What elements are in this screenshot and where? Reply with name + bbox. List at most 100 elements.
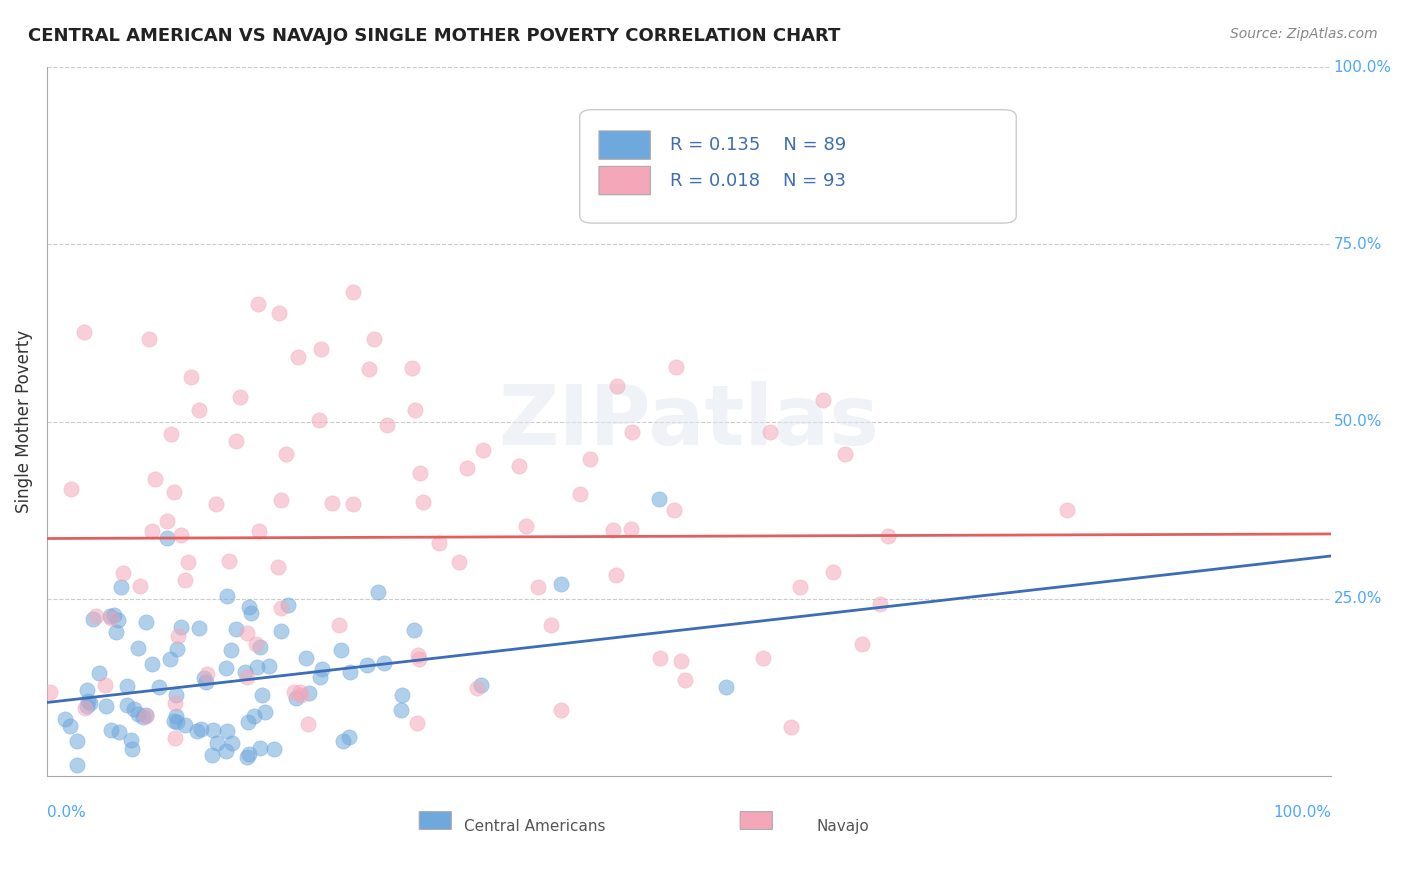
Point — [218, 554, 240, 568]
Point — [76, 683, 98, 698]
Point — [174, 718, 197, 732]
FancyBboxPatch shape — [579, 110, 1017, 223]
Point — [245, 637, 267, 651]
Point — [332, 734, 354, 748]
Text: R = 0.135    N = 89: R = 0.135 N = 89 — [669, 136, 846, 154]
Point — [100, 611, 122, 625]
Point — [834, 447, 856, 461]
Point — [236, 749, 259, 764]
Point — [249, 740, 271, 755]
Point — [193, 671, 215, 685]
Point — [308, 413, 330, 427]
Point — [412, 495, 434, 509]
Point — [132, 709, 155, 723]
Point — [339, 665, 361, 679]
Point — [165, 688, 187, 702]
Point — [550, 703, 572, 717]
Point — [215, 723, 238, 738]
Point — [100, 723, 122, 737]
Point — [290, 688, 312, 702]
Point — [569, 487, 592, 501]
Point — [406, 715, 429, 730]
Point — [470, 678, 492, 692]
Point — [141, 524, 163, 539]
Point — [550, 577, 572, 591]
FancyBboxPatch shape — [599, 131, 651, 160]
Point — [215, 744, 238, 758]
Point — [357, 362, 380, 376]
Point — [177, 555, 200, 569]
Point — [148, 681, 170, 695]
Point — [665, 359, 688, 374]
Point — [238, 714, 260, 729]
Point — [648, 651, 671, 665]
Point — [409, 466, 432, 480]
Point — [277, 598, 299, 612]
Point — [233, 665, 256, 680]
Point — [290, 685, 312, 699]
Point — [283, 684, 305, 698]
Point — [128, 578, 150, 592]
Point — [163, 714, 186, 728]
Point — [127, 640, 149, 655]
Point — [408, 652, 430, 666]
Point — [254, 705, 277, 719]
Point — [167, 629, 190, 643]
Point — [225, 622, 247, 636]
Point — [648, 492, 671, 507]
Point — [127, 707, 149, 722]
Point — [205, 497, 228, 511]
Point — [240, 607, 263, 621]
Point — [186, 724, 208, 739]
Point — [73, 700, 96, 714]
Point — [330, 643, 353, 657]
Point — [53, 712, 76, 726]
Point — [714, 680, 737, 694]
Text: 100.0%: 100.0% — [1333, 60, 1392, 75]
Point — [141, 657, 163, 672]
Point — [160, 426, 183, 441]
Point — [195, 674, 218, 689]
Point — [869, 597, 891, 611]
Point — [225, 434, 247, 449]
Point — [122, 702, 145, 716]
Point — [87, 665, 110, 680]
Point — [201, 747, 224, 762]
Point — [94, 678, 117, 692]
Point — [540, 618, 562, 632]
Point — [207, 736, 229, 750]
Point — [257, 658, 280, 673]
Point — [163, 484, 186, 499]
Point — [219, 643, 242, 657]
Point — [309, 342, 332, 356]
Point — [66, 734, 89, 748]
Point — [342, 497, 364, 511]
Point — [138, 332, 160, 346]
Point — [752, 651, 775, 665]
Point — [508, 458, 530, 473]
Point — [77, 693, 100, 707]
Point — [297, 717, 319, 731]
Point — [605, 568, 627, 582]
Point — [73, 325, 96, 339]
Point — [851, 637, 873, 651]
Point — [82, 611, 104, 625]
Point — [236, 626, 259, 640]
Point — [447, 555, 470, 569]
Point — [79, 696, 101, 710]
Point — [270, 492, 292, 507]
Point — [215, 589, 238, 603]
Point — [1056, 502, 1078, 516]
Point — [406, 648, 429, 662]
Point — [108, 725, 131, 739]
Point — [112, 566, 135, 581]
Point — [159, 652, 181, 666]
Point — [84, 609, 107, 624]
Point — [156, 514, 179, 528]
Point — [342, 285, 364, 299]
Point — [669, 654, 692, 668]
Point — [236, 670, 259, 684]
Point — [328, 618, 350, 632]
Point — [38, 685, 60, 699]
Point — [173, 573, 195, 587]
